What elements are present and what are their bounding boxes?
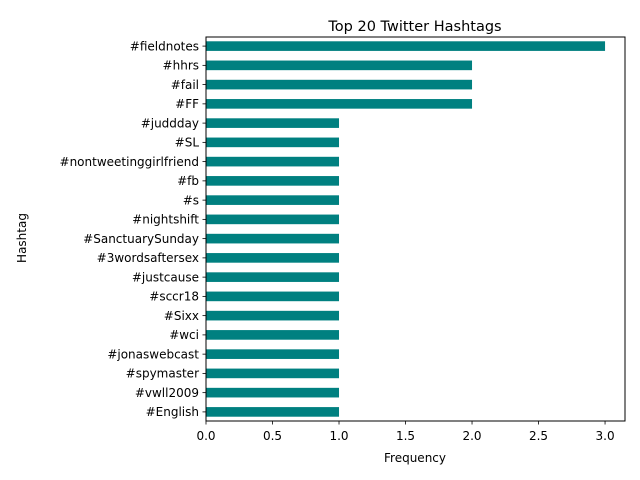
y-tick-label: #jonaswebcast — [107, 347, 199, 361]
bar — [206, 214, 340, 225]
bar — [206, 233, 340, 244]
bar — [206, 368, 340, 379]
x-tick-label: 0.5 — [263, 429, 282, 443]
x-tick-label: 1.0 — [329, 429, 348, 443]
y-tick-label: #s — [183, 193, 199, 207]
bar — [206, 60, 473, 71]
y-tick-label: #fb — [177, 174, 199, 188]
bar — [206, 272, 340, 282]
bar — [206, 387, 340, 398]
x-tick-label: 2.5 — [529, 429, 548, 443]
bar — [206, 349, 340, 359]
y-tick-label: #justcause — [132, 270, 199, 284]
bar — [206, 291, 340, 302]
x-tick-label: 0.0 — [196, 429, 215, 443]
y-tick-label: #FF — [175, 97, 199, 111]
bar — [206, 407, 340, 417]
bar — [206, 176, 340, 186]
bar — [206, 41, 606, 51]
y-tick-label: #wci — [169, 328, 199, 342]
bar — [206, 310, 340, 321]
plot-frame — [205, 36, 626, 422]
bar — [206, 137, 340, 148]
x-axis-ticks: 0.0 0.5 1.0 1.5 2.0 2.5 3.0 — [196, 421, 615, 443]
y-tick-label: #sccr18 — [149, 290, 199, 304]
bar — [206, 79, 473, 90]
y-tick-label: #fieldnotes — [130, 39, 199, 53]
x-tick-label: 2.0 — [462, 429, 481, 443]
y-tick-label: #juddday — [141, 116, 199, 130]
y-tick-label: #nightshift — [132, 213, 199, 227]
bars-group — [206, 41, 606, 417]
x-axis-title: Frequency — [384, 451, 446, 465]
y-axis-ticks: #fieldnotes #hhrs #fail #FF #juddday #SL #nont… — [60, 39, 206, 419]
y-tick-label: #English — [146, 405, 199, 419]
x-tick-label: 3.0 — [596, 429, 615, 443]
y-tick-label: #vwll2009 — [135, 386, 199, 400]
bar — [206, 253, 340, 263]
y-tick-label: #spymaster — [126, 367, 199, 381]
bar — [206, 195, 340, 205]
y-tick-label: #nontweetinggirlfriend — [60, 155, 199, 169]
y-tick-label: #SanctuarySunday — [83, 232, 199, 246]
x-tick-label: 1.5 — [396, 429, 415, 443]
bar — [206, 118, 340, 128]
bar — [206, 330, 340, 340]
y-tick-label: #fail — [171, 78, 199, 92]
bar — [206, 99, 473, 109]
chart-title: Top 20 Twitter Hashtags — [327, 19, 501, 35]
y-tick-label: #3wordsaftersex — [97, 251, 199, 265]
y-tick-label: #hhrs — [163, 59, 199, 73]
y-axis-title: Hashtag — [15, 213, 29, 263]
y-tick-label: #Sixx — [164, 309, 199, 323]
bar — [206, 156, 340, 167]
y-tick-label: #SL — [175, 136, 200, 150]
